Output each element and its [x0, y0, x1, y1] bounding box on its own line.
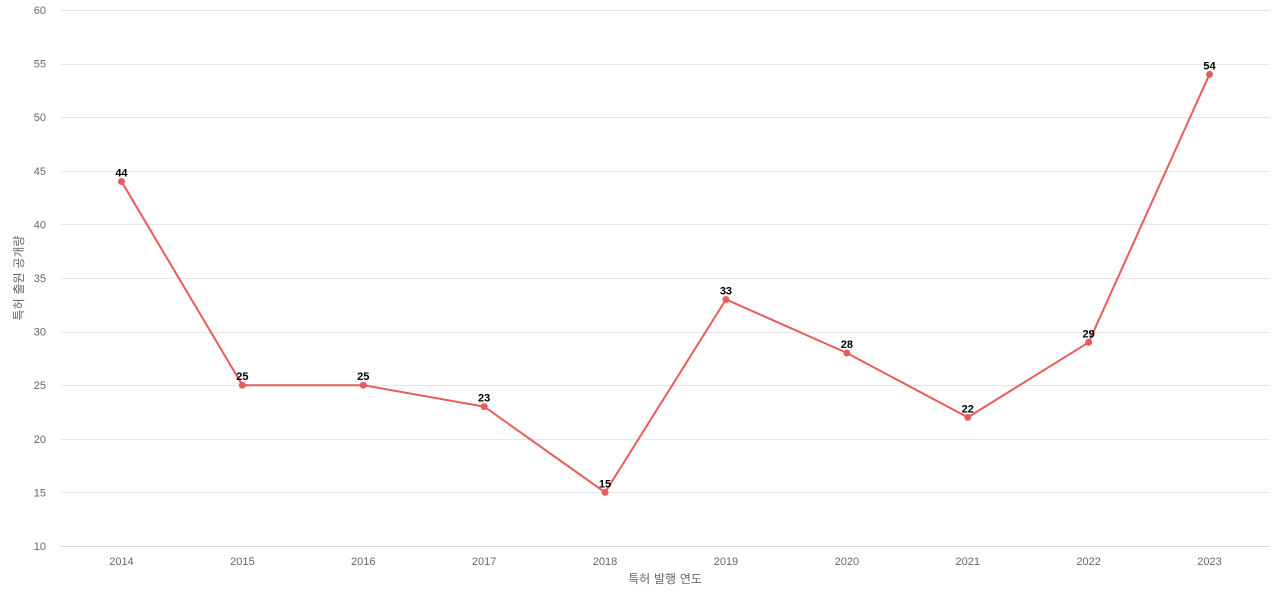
data-point: [601, 488, 609, 496]
data-points: [117, 70, 1214, 496]
y-tick-label: 50: [34, 112, 46, 124]
y-tick-label: 45: [34, 166, 46, 178]
y-tick-label: 20: [34, 434, 46, 446]
x-tick-label: 2015: [230, 556, 254, 568]
y-axis-ticks: 10 15 20 25 30 35 40 45 50 55 60: [34, 5, 46, 553]
data-point: [1085, 338, 1093, 346]
x-tick-label: 2023: [1197, 556, 1221, 568]
x-tick-label: 2019: [714, 556, 738, 568]
data-point: [843, 349, 851, 357]
series-group: [120, 73, 1211, 494]
data-point: [117, 178, 125, 186]
y-tick-label: 15: [34, 487, 46, 499]
y-tick-label: 10: [34, 541, 46, 553]
data-label: 33: [720, 285, 732, 297]
data-label: 44: [115, 168, 128, 180]
data-point: [1206, 70, 1214, 78]
x-tick-label: 2018: [593, 556, 617, 568]
data-label: 23: [478, 393, 490, 405]
data-point: [722, 295, 730, 303]
data-label: 25: [236, 371, 248, 383]
y-tick-label: 40: [34, 219, 46, 231]
y-tick-label: 25: [34, 380, 46, 392]
y-tick-label: 35: [34, 273, 46, 285]
y-tick-label: 30: [34, 327, 46, 339]
data-label: 29: [1083, 328, 1095, 340]
data-label: 28: [841, 339, 853, 351]
x-tick-label: 2020: [835, 556, 859, 568]
x-tick-label: 2016: [351, 556, 375, 568]
data-labels: 44 25 25 23 15 33 28 22 29 54: [115, 60, 1216, 490]
data-point: [238, 381, 246, 389]
x-axis-title: 특허 발행 연도: [628, 571, 702, 586]
y-tick-label: 60: [34, 5, 46, 17]
data-label: 25: [357, 371, 369, 383]
data-label: 54: [1203, 60, 1216, 72]
y-axis-title: 특허 출원 공개량: [12, 236, 26, 321]
series-line: [120, 73, 1211, 494]
data-label: 15: [599, 478, 611, 490]
data-label: 22: [962, 403, 974, 415]
x-tick-label: 2014: [109, 556, 133, 568]
x-tick-label: 2022: [1076, 556, 1100, 568]
x-tick-label: 2021: [956, 556, 980, 568]
x-axis-ticks: 2014 2015 2016 2017 2018 2019 2020 2021 2022 2023: [109, 556, 1222, 568]
y-tick-label: 55: [34, 59, 46, 71]
data-point: [359, 381, 367, 389]
gridlines: [61, 10, 1270, 547]
data-point: [964, 413, 972, 421]
data-point: [480, 403, 488, 411]
x-tick-label: 2017: [472, 556, 496, 568]
